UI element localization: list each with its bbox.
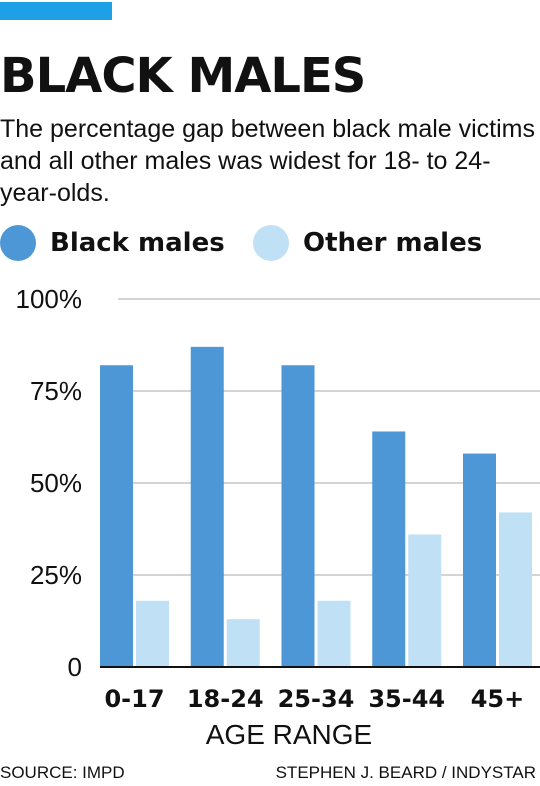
x-axis-label: AGE RANGE (206, 719, 372, 750)
bar-black-males-25-34 (281, 365, 315, 667)
source-note: SOURCE: IMPD (0, 763, 125, 782)
bar-other-males-25-34 (317, 600, 351, 667)
credit-line: STEPHEN J. BEARD / INDYSTAR (275, 763, 536, 782)
chart-subtitle: The percentage gap between black male vi… (0, 115, 536, 207)
bar-other-males-45 (499, 512, 532, 667)
bar-other-males-35-44 (408, 534, 442, 667)
legend-label-other-males: Other males (303, 228, 483, 258)
bar-black-males-18-24 (190, 346, 224, 667)
bar-other-males-18-24 (226, 619, 260, 667)
bar-black-males-0-17 (100, 365, 133, 667)
legend-swatch-black-males (0, 225, 36, 261)
y-tick-label-0: 0 (68, 652, 82, 682)
y-tick-label-50: 50% (30, 468, 82, 498)
bar-chart: 0 25% 50% 75% 100% 0-17 18-24 25-34 35-44 45+ AGE … (16, 284, 540, 750)
y-tick-label-75: 75% (30, 376, 82, 406)
bar-black-males-35-44 (372, 431, 406, 667)
x-tick-label-18-24: 18-24 (187, 685, 264, 713)
legend-swatch-other-males (253, 225, 289, 261)
accent-bar (0, 2, 112, 20)
chart-title: BLACK MALES (0, 48, 366, 104)
bar-black-males-45 (463, 453, 496, 667)
x-tick-label-35-44: 35-44 (368, 685, 445, 713)
y-tick-label-25: 25% (30, 560, 82, 590)
legend-label-black-males: Black males (50, 228, 225, 258)
x-tick-label-25-34: 25-34 (278, 685, 355, 713)
x-tick-label-45: 45+ (471, 685, 525, 713)
y-tick-label-100: 100% (16, 284, 83, 314)
bar-other-males-0-17 (136, 600, 169, 667)
x-tick-label-0-17: 0-17 (104, 685, 164, 713)
